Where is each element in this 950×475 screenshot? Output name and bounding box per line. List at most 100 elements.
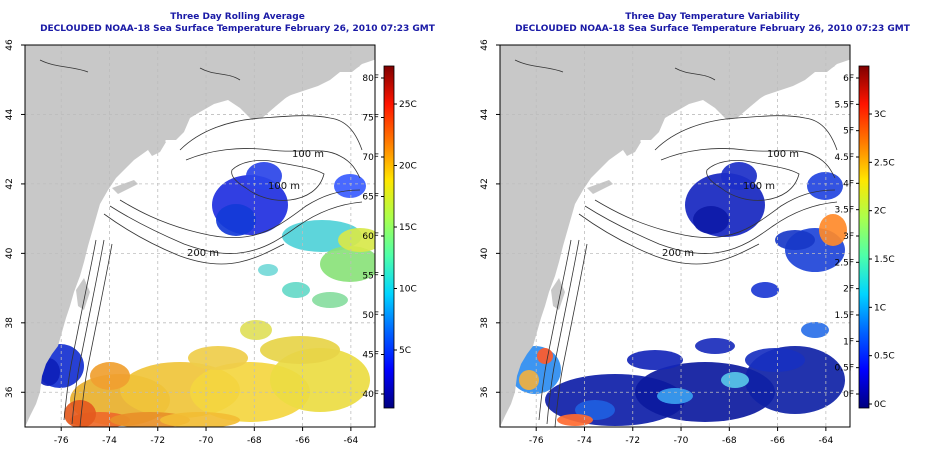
sst-data-patch bbox=[188, 346, 248, 370]
land-mass bbox=[623, 138, 641, 156]
sst-data-patch bbox=[160, 412, 240, 427]
sst-data-patch bbox=[334, 174, 366, 198]
x-tick-label: -72 bbox=[625, 436, 640, 446]
land-mass bbox=[500, 45, 850, 427]
panel-variability: Three Day Temperature Variability DECLOU… bbox=[475, 0, 950, 475]
isobath-contour bbox=[584, 201, 838, 254]
land-mass bbox=[25, 45, 375, 427]
colorbar-label-celsius: 10C bbox=[399, 285, 417, 295]
isobath-contour bbox=[554, 243, 588, 427]
x-tick-label: -64 bbox=[344, 436, 359, 446]
colorbar-label-fahrenheit: 65F bbox=[362, 193, 379, 203]
sst-data-patch bbox=[693, 206, 729, 234]
panel-rolling-average: Three Day Rolling Average DECLOUDED NOAA… bbox=[5, 12, 435, 446]
x-tick-label: -68 bbox=[722, 436, 737, 446]
sst-data-patch bbox=[695, 338, 735, 354]
x-tick-label: -76 bbox=[54, 436, 69, 446]
isobath-contour bbox=[179, 115, 363, 151]
sst-variability-map: 100 m 100 m 200 m -76 -74 -72 -70 -68 -66 -64 36 38… bbox=[480, 39, 895, 446]
y-tick-label: 44 bbox=[5, 108, 15, 120]
map-area: 100 m 100 m 200 m bbox=[500, 45, 850, 427]
isobath-contour bbox=[63, 239, 97, 421]
isobath-label: 200 m bbox=[662, 248, 694, 259]
colorbar-label-celsius: 15C bbox=[399, 223, 417, 233]
land-mass bbox=[112, 180, 138, 194]
colorbar-label-celsius: 0C bbox=[874, 400, 886, 410]
y-tick-label: 44 bbox=[480, 108, 490, 120]
sst-data-patch bbox=[575, 400, 615, 420]
land-mass bbox=[587, 180, 613, 194]
colorbar-label-fahrenheit: 70F bbox=[362, 153, 379, 163]
isobath-contour bbox=[39, 59, 89, 73]
colorbar-label-celsius: 2C bbox=[874, 207, 886, 217]
x-tick-label: -76 bbox=[529, 436, 544, 446]
y-tick-label: 40 bbox=[480, 247, 490, 259]
isobath-contour bbox=[514, 59, 564, 73]
x-tick-label: -64 bbox=[819, 436, 834, 446]
y-tick-label: 38 bbox=[5, 317, 15, 329]
y-tick-label: 40 bbox=[5, 247, 15, 259]
colorbar-label-fahrenheit: 5F bbox=[843, 127, 854, 137]
colorbar-label-celsius: 25C bbox=[399, 100, 417, 110]
colorbar-label-fahrenheit: 2.5F bbox=[835, 258, 855, 268]
isobath-contour bbox=[119, 189, 361, 238]
sst-data-patch bbox=[721, 372, 749, 388]
isobath-contour bbox=[546, 239, 580, 425]
sst-data-patch bbox=[745, 348, 805, 372]
colorbar-label-celsius: 2.5C bbox=[874, 158, 895, 168]
sst-data-patch bbox=[557, 414, 593, 426]
colorbar-label-fahrenheit: 40F bbox=[362, 390, 379, 400]
colorbar-label-celsius: 20C bbox=[399, 162, 417, 172]
colorbar-label-fahrenheit: 45F bbox=[362, 351, 379, 361]
sst-data-patch bbox=[807, 172, 843, 200]
panel-subtitle: DECLOUDED NOAA-18 Sea Surface Temperatur… bbox=[515, 24, 910, 34]
colorbar-label-fahrenheit: 1.5F bbox=[835, 311, 855, 321]
colorbar-label-fahrenheit: 55F bbox=[362, 272, 379, 282]
colorbar-label-fahrenheit: 4.5F bbox=[835, 153, 855, 163]
sst-data-patch bbox=[775, 230, 815, 250]
colorbar-label-fahrenheit: 3.5F bbox=[835, 206, 855, 216]
isobath-contour bbox=[231, 160, 325, 201]
colorbar-label-fahrenheit: 50F bbox=[362, 311, 379, 321]
land-mass bbox=[817, 62, 835, 72]
x-tick-label: -66 bbox=[295, 436, 310, 446]
land-mass bbox=[248, 78, 306, 110]
y-tick-label: 38 bbox=[480, 317, 490, 329]
colorbar-label-fahrenheit: 75F bbox=[362, 114, 379, 124]
isobath-contour bbox=[578, 213, 760, 265]
sst-data-patch bbox=[246, 162, 282, 190]
colorbar-label-fahrenheit: 3F bbox=[843, 232, 854, 242]
sst-data-patch bbox=[657, 388, 693, 404]
land-mass bbox=[342, 62, 360, 72]
panel-subtitle: DECLOUDED NOAA-18 Sea Surface Temperatur… bbox=[40, 24, 435, 34]
isobath-label: 100 m bbox=[743, 181, 775, 192]
colorbar-label-celsius: 5C bbox=[399, 346, 411, 356]
sst-data-patch bbox=[270, 348, 370, 412]
isobath-contour bbox=[706, 160, 800, 201]
sst-data-patch bbox=[627, 350, 683, 370]
isobath-contour bbox=[185, 148, 361, 179]
isobath-label: 100 m bbox=[767, 149, 799, 160]
land-mass bbox=[148, 138, 166, 156]
sst-data-patch bbox=[751, 282, 779, 298]
y-tick-label: 42 bbox=[5, 178, 15, 189]
sst-data-patch bbox=[801, 322, 829, 338]
colorbar-label-celsius: 0.5C bbox=[874, 352, 895, 362]
colorbar bbox=[383, 65, 395, 409]
colorbar-label-celsius: 1.5C bbox=[874, 255, 895, 265]
isobath-contour bbox=[674, 67, 716, 81]
isobath-label: 100 m bbox=[292, 149, 324, 160]
isobath-contour bbox=[199, 67, 241, 81]
sst-data-patch bbox=[312, 292, 348, 308]
x-tick-label: -72 bbox=[150, 436, 165, 446]
isobath-contour bbox=[594, 189, 836, 238]
isobath-contour bbox=[109, 201, 363, 254]
sst-data-patch bbox=[519, 370, 539, 390]
x-tick-label: -68 bbox=[247, 436, 262, 446]
land-mass bbox=[723, 78, 781, 110]
sst-data-patch bbox=[282, 282, 310, 298]
colorbar-label-fahrenheit: 6F bbox=[843, 74, 854, 84]
colorbar-label-fahrenheit: 60F bbox=[362, 232, 379, 242]
y-tick-label: 46 bbox=[480, 39, 490, 51]
isobath-contour bbox=[660, 148, 836, 179]
